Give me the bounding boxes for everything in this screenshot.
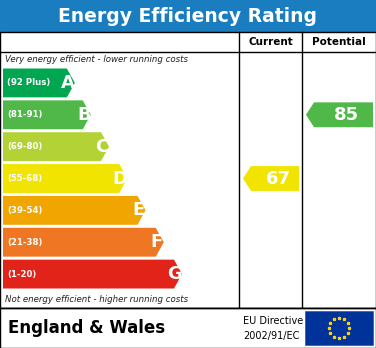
Text: 85: 85 (334, 106, 359, 124)
Polygon shape (3, 260, 182, 288)
Text: C: C (96, 138, 109, 156)
Text: (21-38): (21-38) (7, 238, 42, 247)
Text: 67: 67 (265, 169, 291, 188)
Bar (0, 0, 376, 32)
Text: Not energy efficient - higher running costs: Not energy efficient - higher running co… (5, 294, 188, 303)
Bar (0, 308, 376, 348)
Text: Current: Current (248, 37, 293, 47)
Text: England & Wales: England & Wales (8, 319, 165, 337)
Text: (1-20): (1-20) (7, 270, 36, 278)
Text: E: E (132, 201, 145, 219)
Polygon shape (3, 132, 109, 161)
Polygon shape (3, 164, 127, 193)
Text: Energy Efficiency Rating: Energy Efficiency Rating (59, 7, 317, 25)
Polygon shape (3, 100, 91, 129)
Bar (0, 32, 376, 308)
Text: (92 Plus): (92 Plus) (7, 78, 50, 87)
Bar (305, 311, 373, 345)
Text: G: G (168, 265, 182, 283)
Text: Potential: Potential (312, 37, 366, 47)
Text: 2002/91/EC: 2002/91/EC (243, 331, 299, 341)
Polygon shape (3, 228, 164, 256)
Text: (81-91): (81-91) (7, 110, 42, 119)
Text: Very energy efficient - lower running costs: Very energy efficient - lower running co… (5, 55, 188, 64)
Text: F: F (151, 233, 163, 251)
Text: (39-54): (39-54) (7, 206, 42, 215)
Text: B: B (77, 106, 91, 124)
Text: D: D (113, 169, 128, 188)
Text: (55-68): (55-68) (7, 174, 42, 183)
Polygon shape (3, 196, 146, 225)
Text: EU Directive: EU Directive (243, 316, 303, 326)
Text: A: A (61, 74, 75, 92)
Bar (0, 308, 376, 348)
Text: (69-80): (69-80) (7, 142, 42, 151)
Polygon shape (243, 166, 299, 191)
Polygon shape (306, 102, 373, 127)
Polygon shape (3, 69, 75, 97)
